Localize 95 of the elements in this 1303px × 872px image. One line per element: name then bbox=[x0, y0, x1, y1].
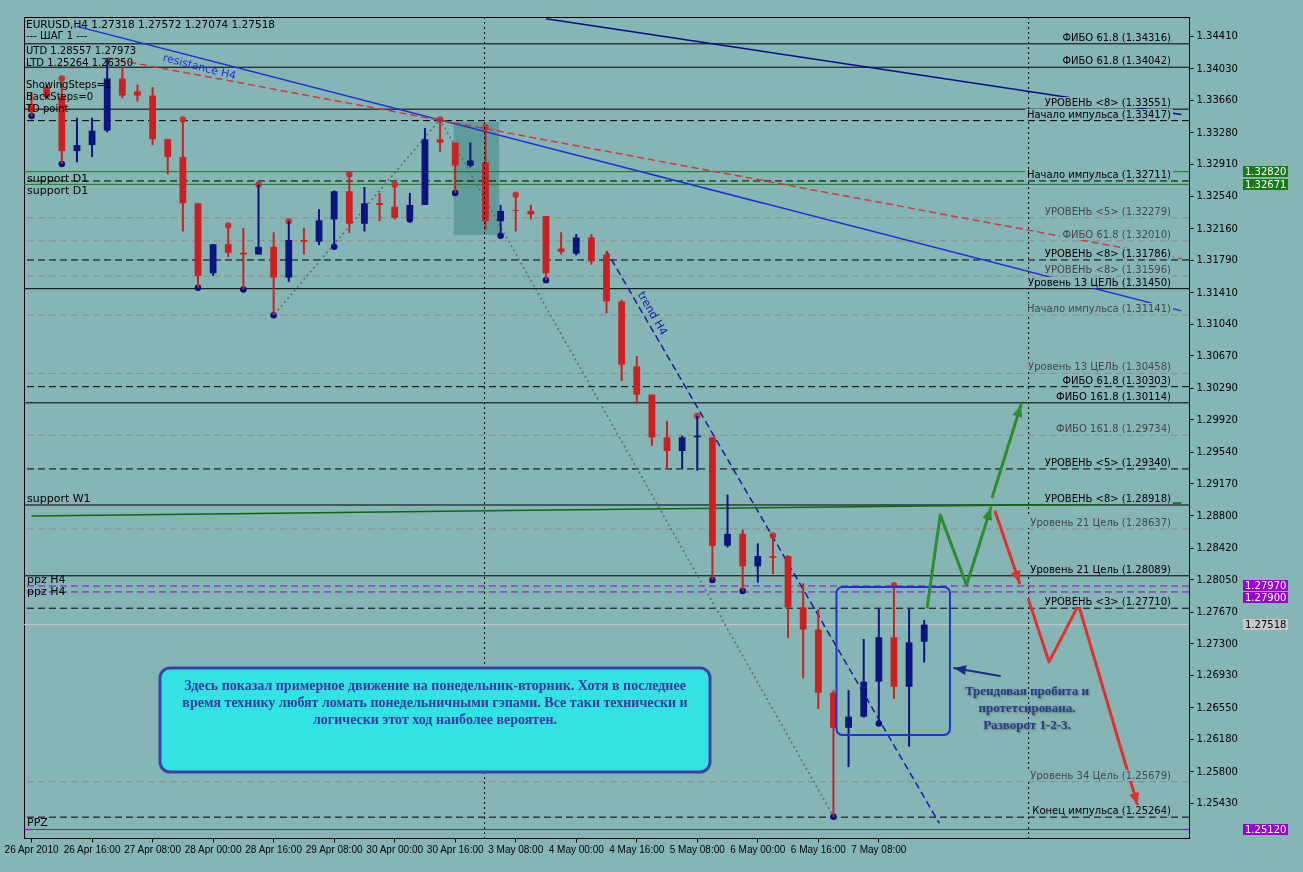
text: 1.32671 bbox=[1243, 178, 1289, 190]
x-tick-label: 27 Apr 08:00 bbox=[124, 843, 182, 855]
ref-line-label: ФИБО 161.8 (1.30114) bbox=[1054, 390, 1173, 402]
ref-line-label: Конец импульса (1.25264) bbox=[1030, 805, 1173, 817]
x-tick-label: 7 May 08:00 bbox=[851, 843, 907, 855]
candlestick bbox=[164, 138, 172, 176]
candlestick bbox=[587, 233, 595, 266]
annotation: support W1 bbox=[27, 491, 91, 505]
y-tick-label: 1.28800 bbox=[1196, 509, 1238, 521]
candlestick bbox=[572, 233, 580, 257]
annotation: --- ШАГ 1 --- bbox=[26, 30, 88, 42]
y-tick-label: 1.30290 bbox=[1196, 382, 1238, 394]
ref-line-label: Уровень 34 Цель (1.25679) bbox=[1028, 769, 1173, 781]
x-tick-label: 28 Apr 16:00 bbox=[245, 843, 303, 855]
y-tick-label: 1.27300 bbox=[1196, 637, 1238, 649]
annotation: support D1 bbox=[27, 184, 89, 198]
y-tick-label: 1.27670 bbox=[1196, 606, 1238, 618]
candlestick bbox=[920, 618, 928, 664]
y-tick-label: 1.26930 bbox=[1196, 669, 1238, 681]
y-tick-label: 1.34410 bbox=[1196, 30, 1238, 42]
y-tick-label: 1.28050 bbox=[1196, 573, 1238, 585]
candlestick bbox=[799, 582, 807, 680]
annotation: ppz H4 bbox=[27, 572, 66, 586]
y-tick-label: 1.29540 bbox=[1196, 446, 1238, 458]
x-tick-label: 3 May 08:00 bbox=[488, 843, 544, 855]
y-tick-label: 1.29920 bbox=[1196, 413, 1238, 425]
ref-line-label: Уровень 13 ЦЕЛЬ (1.30458) bbox=[1026, 361, 1173, 373]
ref-line-label: УРОВЕНЬ <3> (1.27710) bbox=[1042, 596, 1173, 608]
ref-line-label: УРОВЕНЬ <8> (1.33551) bbox=[1042, 97, 1173, 109]
y-tick-label: 1.32910 bbox=[1196, 158, 1238, 170]
x-tick-label: 4 May 16:00 bbox=[609, 843, 665, 855]
candlestick bbox=[663, 420, 671, 470]
ref-line-label: УРОВЕНЬ <5> (1.32279) bbox=[1042, 205, 1173, 217]
ref-line-label: Начало импульса (1.33417) bbox=[1024, 108, 1173, 120]
x-tick-label: 28 Apr 00:00 bbox=[184, 843, 242, 855]
annotation: UTD 1.28557 1.27973 bbox=[26, 45, 137, 57]
y-tick-label: 1.33280 bbox=[1196, 126, 1238, 138]
y-tick-label: 1.31410 bbox=[1196, 286, 1238, 298]
candlestick bbox=[451, 141, 459, 194]
annotation: ppz H4 bbox=[27, 584, 66, 598]
y-tick-label: 1.33660 bbox=[1196, 94, 1238, 106]
candlestick bbox=[724, 493, 731, 549]
ref-line-label: Начало импульса (1.31141) bbox=[1024, 303, 1173, 315]
ref-line-label: УРОВЕНЬ <8> (1.31596) bbox=[1042, 264, 1173, 276]
y-tick-label: 1.26180 bbox=[1196, 733, 1238, 745]
x-tick-label: 30 Apr 00:00 bbox=[366, 843, 424, 855]
ref-line-label: Начало импульса (1.32711) bbox=[1024, 168, 1173, 180]
x-tick-label: 6 May 16:00 bbox=[790, 843, 847, 855]
ref-line-label: УРОВЕНЬ <8> (1.28918) bbox=[1042, 492, 1173, 504]
candlestick bbox=[300, 227, 308, 256]
ref-line-label: ФИБО 61.8 (1.34316) bbox=[1060, 31, 1173, 43]
text: 1.25120 bbox=[1243, 823, 1289, 835]
x-tick-label: 29 Apr 08:00 bbox=[305, 843, 363, 855]
annotation: PPZ bbox=[27, 816, 49, 830]
annotation: Трендовая пробита и протетсирована. Разворот 1-2-3. bbox=[963, 682, 1091, 733]
y-tick-label: 1.28420 bbox=[1196, 542, 1238, 554]
x-tick-label: 26 Apr 16:00 bbox=[63, 843, 121, 855]
x-tick-label: 26 Apr 2010 bbox=[4, 843, 59, 855]
y-tick-label: 1.31790 bbox=[1196, 254, 1238, 266]
chart-title: EURUSD,H4 1.27318 1.27572 1.27074 1.27518 bbox=[26, 18, 275, 30]
candlestick bbox=[466, 141, 474, 169]
candlestick bbox=[754, 542, 762, 584]
x-tick-label: 30 Apr 16:00 bbox=[426, 843, 484, 855]
ref-line-label: ФИБО 161.8 (1.29734) bbox=[1054, 423, 1173, 435]
candlestick bbox=[118, 66, 126, 100]
candlestick bbox=[361, 186, 368, 233]
y-tick-label: 1.32160 bbox=[1196, 222, 1238, 234]
text: 1.27900 bbox=[1243, 592, 1289, 604]
y-tick-label: 1.32540 bbox=[1196, 190, 1238, 202]
y-tick-label: 1.31040 bbox=[1196, 318, 1238, 330]
y-tick-label: 1.26550 bbox=[1196, 701, 1238, 713]
text: 1.32820 bbox=[1243, 166, 1289, 178]
y-tick-label: 1.25430 bbox=[1196, 797, 1238, 809]
text: 1.27970 bbox=[1243, 580, 1289, 592]
ref-line-label: ФИБО 61.8 (1.34042) bbox=[1060, 55, 1173, 67]
candlestick bbox=[376, 191, 383, 223]
x-tick-label: 5 May 08:00 bbox=[669, 843, 726, 855]
y-tick-label: 1.34030 bbox=[1196, 62, 1238, 74]
x-tick-label: 6 May 00:00 bbox=[730, 843, 786, 855]
ref-line-label: Уровень 21 Цель (1.28637) bbox=[1028, 516, 1173, 528]
y-tick-label: 1.30670 bbox=[1196, 349, 1238, 361]
candlestick bbox=[557, 231, 565, 256]
y-tick-label: 1.29170 bbox=[1196, 477, 1238, 489]
candlestick bbox=[678, 434, 686, 470]
candlestick bbox=[845, 689, 852, 769]
y-tick-label: 1.25800 bbox=[1196, 765, 1238, 777]
ref-line-label: ФИБО 61.8 (1.32010) bbox=[1060, 228, 1173, 240]
ref-line-label: УРОВЕНЬ <5> (1.29340) bbox=[1042, 456, 1173, 468]
ref-line-label: УРОВЕНЬ <8> (1.31786) bbox=[1042, 247, 1173, 259]
ref-line-label: ФИБО 61.8 (1.30303) bbox=[1060, 374, 1173, 386]
ref-line-label: Уровень 21 Цель (1.28089) bbox=[1028, 563, 1173, 575]
text: 1.27518 bbox=[1243, 619, 1289, 631]
candlestick bbox=[315, 208, 323, 247]
ref-line-label: Уровень 13 ЦЕЛЬ (1.31450) bbox=[1026, 276, 1173, 288]
x-tick-label: 4 May 00:00 bbox=[548, 843, 605, 855]
